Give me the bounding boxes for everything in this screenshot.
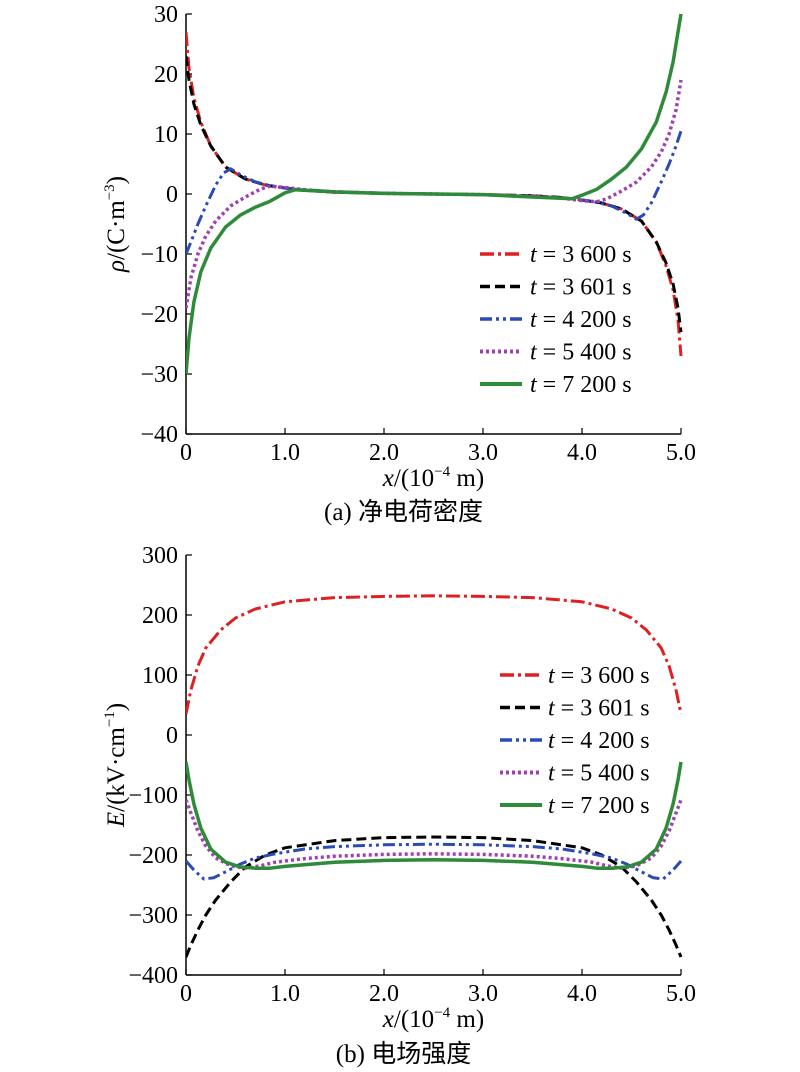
legend-entry-label: t = 5 400 s — [548, 761, 650, 787]
y-axis-label: ρ/(C·m−3) — [102, 176, 130, 273]
x-tick-label: 3.0 — [468, 981, 498, 1007]
y-tick-label: −10 — [140, 242, 178, 268]
x-tick-label: 1.0 — [270, 981, 300, 1007]
x-tick-label: 4.0 — [567, 981, 597, 1007]
y-tick-label: −300 — [128, 903, 178, 929]
y-tick-label: 20 — [154, 62, 178, 88]
y-tick-label: −20 — [140, 302, 178, 328]
chart-charge-density: −40 −30 −20 −10 0 10 20 30 0 1.0 2.0 3.0 4.0 5.0 x/(10… — [102, 2, 696, 526]
legend-entry-label: t = 3 600 s — [530, 242, 632, 268]
x-tick-label: 0 — [180, 440, 192, 466]
legend-entry-label: t = 7 200 s — [530, 372, 632, 398]
x-axis-label: x/(10−4 m) — [382, 464, 484, 492]
y-tick-label: 10 — [154, 122, 178, 148]
series-line-3 — [186, 842, 683, 881]
y-tick-label: 0 — [166, 182, 178, 208]
y-tick-label: −30 — [140, 362, 178, 388]
y-tick-label: −40 — [140, 422, 178, 448]
legend-entry-label: t = 3 601 s — [548, 696, 650, 722]
y-tick-label: 100 — [142, 663, 178, 689]
y-tick-label: −100 — [128, 783, 178, 809]
series-line-5 — [186, 13, 683, 375]
series-line-5 — [186, 761, 683, 870]
legend-entry-label: t = 7 200 s — [548, 793, 650, 819]
y-tick-label: 30 — [154, 2, 178, 28]
x-axis-label: x/(10−4 m) — [382, 1005, 484, 1033]
x-tick-label: 3.0 — [468, 440, 498, 466]
x-tick-label: 2.0 — [369, 981, 399, 1007]
series-line-2 — [186, 835, 683, 958]
x-tick-label: 1.0 — [270, 440, 300, 466]
y-tick-label: 0 — [166, 723, 178, 749]
y-tick-label: 300 — [142, 543, 178, 569]
legend-entry-label: t = 3 601 s — [530, 275, 632, 301]
legend-entry-label: t = 4 200 s — [548, 728, 650, 754]
legend: t = 3 600 s t = 3 601 s t = 4 200 s t = 5 4… — [480, 242, 632, 398]
y-tick-label: −400 — [128, 963, 178, 989]
y-axis-label: E/(kV·cm−1) — [102, 703, 130, 828]
legend: t = 3 600 s t = 3 601 s t = 4 200 s t = 5 4… — [500, 663, 650, 819]
x-tick-label: 2.0 — [369, 440, 399, 466]
x-tick-label: 4.0 — [567, 440, 597, 466]
x-tick-label: 5.0 — [666, 981, 696, 1007]
y-tick-label: −200 — [128, 843, 178, 869]
chart-caption: (a) 净电荷密度 — [324, 498, 483, 526]
y-tick-label: 200 — [142, 603, 178, 629]
x-tick-label: 0 — [180, 981, 192, 1007]
chart-electric-field: −400 −300 −200 −100 0 100 200 300 0 1.0 2.0 3.0 4.0 5… — [102, 543, 696, 1068]
legend-entry-label: t = 4 200 s — [530, 307, 632, 333]
chart-caption: (b) 电场强度 — [336, 1040, 471, 1068]
legend-entry-label: t = 3 600 s — [548, 663, 650, 689]
legend-entry-label: t = 5 400 s — [530, 340, 632, 366]
series-line-1 — [186, 594, 683, 715]
x-tick-label: 5.0 — [666, 440, 696, 466]
